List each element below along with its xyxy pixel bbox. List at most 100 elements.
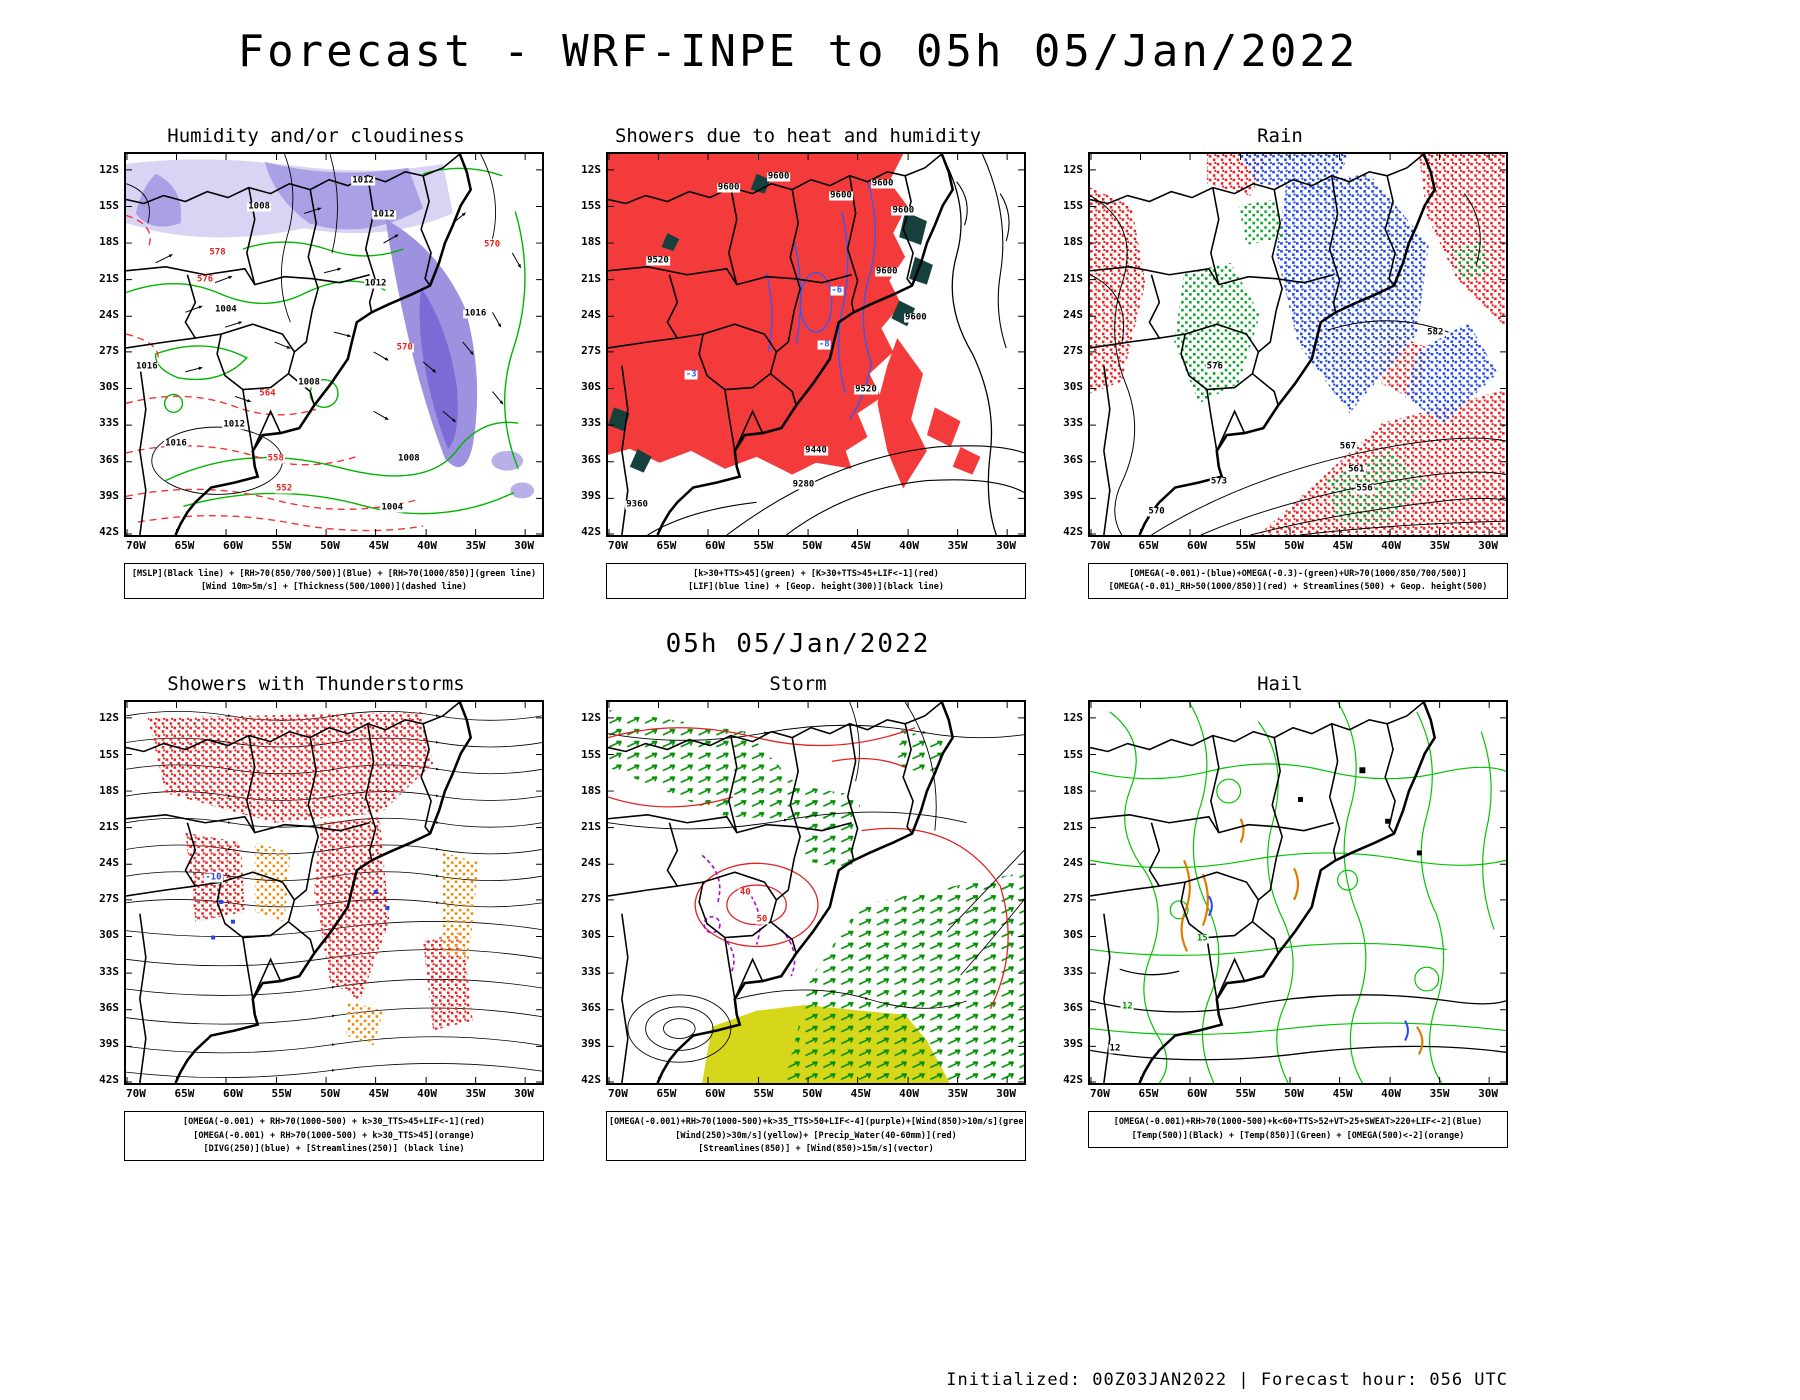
axis-tick-label: 15S	[1063, 747, 1083, 761]
axis-tick-label: 45W	[850, 539, 871, 552]
axis-tick-label: 35W	[947, 1087, 968, 1101]
axis-tick-label: 40W	[417, 1087, 437, 1101]
axis-tick-label: 15S	[581, 199, 601, 213]
axis-tick-label: 12S	[1063, 163, 1083, 176]
axis-tick-label: 55W	[271, 1087, 292, 1101]
caption-line: [LIF](blue line) + [Geop. height(300)](b…	[688, 582, 944, 593]
axis-tick-label: 24S	[99, 856, 119, 870]
convective-red-speckle	[147, 712, 473, 1031]
axis-tick-label: 27S	[99, 343, 119, 357]
axis-tick-label: 30W	[1478, 1087, 1498, 1101]
lon-axis: 70W 65W 60W 55W 50W 45W 40W 35W 30W	[606, 1085, 1026, 1099]
axis-tick-label: 36S	[99, 452, 119, 466]
axis-tick-label: 50W	[1284, 539, 1304, 552]
showers-heat-map-graphic	[608, 154, 1024, 535]
axis-tick-label: 24S	[1063, 856, 1083, 870]
axis-tick-label: 27S	[1063, 343, 1083, 357]
axis-tick-label: 12S	[581, 711, 601, 725]
axis-tick-label: 55W	[1235, 539, 1256, 552]
axis-tick-label: 21S	[581, 819, 601, 833]
axis-tick-label: 36S	[1063, 452, 1083, 466]
axis-tick-label: 33S	[1063, 964, 1083, 978]
axis-tick-label: 30S	[99, 380, 119, 394]
axis-tick-label: 27S	[1063, 892, 1083, 906]
axis-tick-label: 40W	[1381, 1087, 1401, 1101]
panel-title: Humidity and/or cloudiness	[167, 125, 465, 147]
caption-box: [OMEGA(-0.001) + RH>70(1000-500) + k>30_…	[124, 1111, 544, 1161]
caption-line: [OMEGA(-0.01)_RH>50(1000/850)](red) + St…	[1108, 582, 1488, 593]
axis-tick-label: 12S	[99, 163, 119, 176]
axis-tick-label: 35W	[1429, 1087, 1450, 1101]
axis-tick-label: 15S	[1063, 199, 1083, 213]
map-hail: 12 15 12	[1088, 700, 1508, 1086]
axis-tick-label: 50W	[802, 539, 822, 552]
axis-tick-label: 30S	[1063, 928, 1083, 942]
page-title: Forecast - WRF-INPE to 05h 05/Jan/2022	[237, 26, 1359, 77]
divg-blue-marks	[211, 890, 390, 940]
axis-tick-label: 24S	[581, 856, 601, 870]
omega-orange-marks	[1180, 818, 1424, 1056]
axis-tick-label: 35W	[1429, 539, 1450, 552]
hail-blue-marks	[1207, 895, 1409, 1042]
lon-axis: 70W 65W 60W 55W 50W 45W 40W 35W 30W	[606, 537, 1026, 551]
axis-tick-label: 30W	[996, 1087, 1016, 1101]
axis-tick-label: 18S	[1063, 783, 1083, 797]
lon-axis: 70W 65W 60W 55W 50W 45W 40W 35W 30W	[124, 1085, 544, 1099]
lat-axis: 12S 15S 18S 21S 24S 27S 30S 33S 36S 39S 42S	[88, 152, 124, 537]
caption-box: [OMEGA(-0.001)-(blue)+OMEGA(-0.3)-(green…	[1088, 563, 1508, 600]
axis-tick-label: 36S	[1063, 1000, 1083, 1014]
axis-tick-label: 27S	[581, 343, 601, 357]
panel-title: Storm	[769, 673, 827, 696]
lat-axis: 12S 15S 18S 21S 24S 27S 30S 33S 36S 39S 42S	[570, 152, 606, 537]
caption-line: [Temp(500)](Black) + [Temp(850)](Green) …	[1131, 1130, 1465, 1141]
axis-tick-label: 65W	[656, 539, 677, 552]
axis-tick-label: 33S	[581, 964, 601, 978]
convective-orange-speckle	[254, 842, 479, 1046]
storm-map-graphic	[608, 702, 1024, 1084]
axis-tick-label: 15S	[581, 747, 601, 761]
mid-title: 05h 05/Jan/2022	[665, 629, 931, 660]
caption-box: [MSLP](Black line) + [RH>70(850/700/500)…	[124, 563, 544, 600]
axis-tick-label: 40W	[899, 539, 919, 552]
wind-barbs	[155, 207, 522, 423]
rh-shading	[126, 159, 535, 499]
axis-tick-label: 39S	[99, 488, 119, 502]
axis-tick-label: 65W	[1138, 539, 1159, 552]
axis-tick-label: 70W	[126, 539, 146, 552]
panel-title: Hail	[1257, 673, 1303, 696]
axis-tick-label: 27S	[581, 892, 601, 906]
axis-tick-label: 39S	[581, 1037, 601, 1051]
axis-tick-label: 18S	[581, 783, 601, 797]
axis-tick-label: 50W	[320, 1087, 340, 1101]
axis-tick-label: 55W	[1235, 1087, 1256, 1101]
axis-tick-label: 65W	[174, 539, 195, 552]
panel-showers-thunderstorms: Showers with Thunderstorms 12S 15S 18S 21S 2…	[88, 673, 544, 1161]
caption-line: [OMEGA(-0.001) + RH>70(1000-500) + k>30_…	[193, 1130, 475, 1141]
convective-red-fill	[608, 154, 981, 489]
axis-tick-label: 65W	[1138, 1087, 1159, 1101]
axis-tick-label: 18S	[99, 235, 119, 249]
axis-tick-label: 40W	[1381, 539, 1401, 552]
caption-line: [Wind(250)>30m/s](yellow)+ [Precip_Water…	[675, 1130, 957, 1141]
axis-tick-label: 35W	[947, 539, 968, 552]
axis-tick-label: 18S	[1063, 235, 1083, 249]
lon-axis: 70W 65W 60W 55W 50W 45W 40W 35W 30W	[1088, 537, 1508, 551]
axis-tick-label: 65W	[174, 1087, 195, 1101]
map-showers-heat-humidity: 9600 9600 9600 9600 9600 9520 9600 9600 9520 -6 -8…	[606, 152, 1026, 537]
panel-rain: Rain 12S 15S 18S 21S 24S 27S 30S 33S 36S 39S 42S	[1052, 125, 1508, 600]
axis-tick-label: 60W	[223, 539, 243, 552]
caption-line: [OMEGA(-0.001)+RH>70(1000-500)+k>35_TTS>…	[609, 1117, 1023, 1128]
axis-tick-label: 70W	[126, 1087, 146, 1101]
axis-tick-label: 39S	[99, 1037, 119, 1051]
init-footer: Initialized: 00Z03JAN2022 | Forecast hou…	[946, 1370, 1508, 1390]
axis-tick-label: 50W	[320, 539, 340, 552]
axis-tick-label: 39S	[1063, 488, 1083, 502]
axis-tick-label: 21S	[581, 271, 601, 285]
caption-line: [OMEGA(-0.001) + RH>70(1000-500) + k>30_…	[183, 1117, 485, 1128]
axis-tick-label: 12S	[581, 163, 601, 176]
axis-tick-label: 70W	[608, 1087, 628, 1101]
caption-line: [DIVG(250)](blue) + [Streamlines(250)] (…	[203, 1143, 465, 1154]
axis-tick-label: 33S	[581, 416, 601, 430]
lat-axis: 12S 15S 18S 21S 24S 27S 30S 33S 36S 39S 42S	[1052, 152, 1088, 537]
axis-tick-label: 12S	[99, 711, 119, 725]
